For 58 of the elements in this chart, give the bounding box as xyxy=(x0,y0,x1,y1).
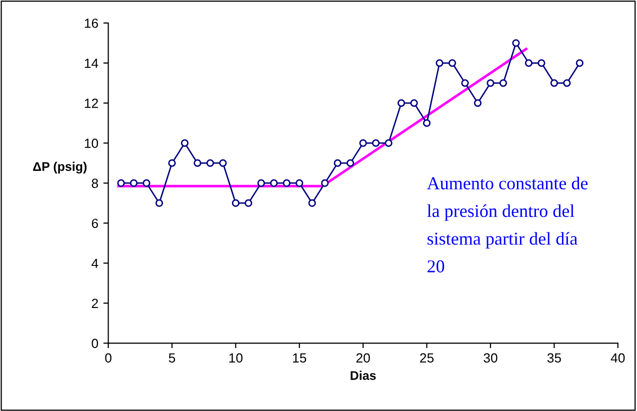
point xyxy=(524,59,533,67)
point xyxy=(486,79,494,87)
y-tick-label: 10 xyxy=(84,138,98,148)
point xyxy=(576,59,584,67)
x-tick-label: 15 xyxy=(293,353,306,363)
point xyxy=(422,119,431,127)
y-tick-label: 2 xyxy=(92,298,98,308)
point xyxy=(130,179,138,187)
x-tick-label: 30 xyxy=(484,353,498,363)
point xyxy=(168,159,176,167)
x-tick-label: 40 xyxy=(610,353,625,363)
annotation: Aumento constante de la presión dentro del sistema partir del día 20 xyxy=(426,176,588,272)
x-tick-label: 35 xyxy=(547,353,561,363)
y-tick-label: 12 xyxy=(84,98,98,108)
point xyxy=(461,79,469,87)
y-tick-label: 6 xyxy=(92,218,98,228)
y-tick-label: 16 xyxy=(84,18,98,28)
x-tick-label: 0 xyxy=(105,353,112,363)
x-tick-label: 25 xyxy=(420,353,434,363)
point xyxy=(384,139,392,147)
y-tick-label: 8 xyxy=(92,178,98,188)
point xyxy=(499,79,508,87)
point xyxy=(308,199,316,207)
point xyxy=(346,159,354,167)
point xyxy=(270,179,278,187)
point xyxy=(244,199,252,207)
point xyxy=(538,59,546,67)
y-tick-label: 14 xyxy=(84,58,98,68)
point xyxy=(282,179,290,187)
point xyxy=(296,179,304,187)
point xyxy=(410,99,418,107)
point xyxy=(321,179,329,187)
point xyxy=(257,179,265,187)
y-tick-label: 4 xyxy=(92,258,98,268)
point xyxy=(206,159,214,167)
y-axis-title: ΔP (psig) xyxy=(33,162,87,174)
point xyxy=(142,179,150,187)
point xyxy=(448,59,456,67)
point xyxy=(180,139,189,147)
point xyxy=(512,39,520,47)
point xyxy=(334,159,342,167)
point xyxy=(219,159,227,167)
point xyxy=(563,79,571,87)
point xyxy=(117,179,125,187)
point xyxy=(474,99,482,107)
x-axis-title: Dias xyxy=(350,370,376,380)
x-tick-label: 10 xyxy=(229,353,243,363)
x-tick-label: 20 xyxy=(356,353,370,363)
point xyxy=(155,199,164,207)
point xyxy=(359,139,367,147)
point xyxy=(436,59,444,67)
point xyxy=(372,139,380,147)
point xyxy=(194,159,202,167)
point xyxy=(232,199,240,207)
x-tick-label: 5 xyxy=(168,353,176,363)
point xyxy=(550,79,558,87)
point xyxy=(397,99,406,107)
y-tick-label: 0 xyxy=(92,338,98,348)
